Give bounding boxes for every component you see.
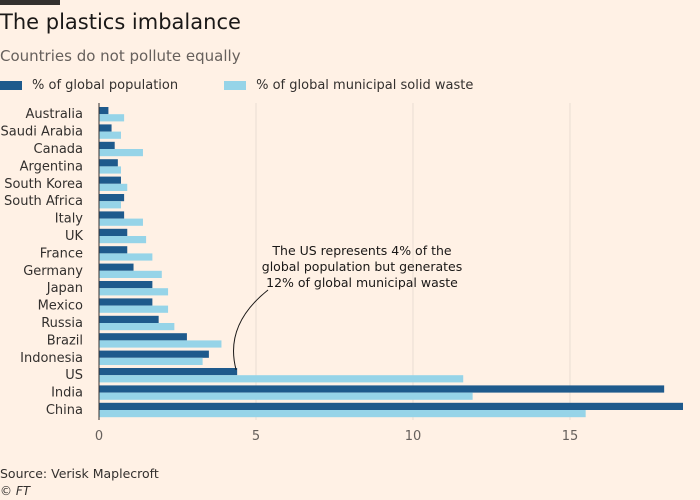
- annotation-text: global population but generates: [262, 259, 462, 274]
- copyright-note: © FT: [0, 484, 31, 498]
- bar-waste: [99, 357, 203, 365]
- category-label: South Korea: [4, 177, 83, 192]
- bar-waste: [99, 410, 586, 418]
- x-tick-label: 5: [252, 429, 260, 444]
- annotation-text: The US represents 4% of the: [271, 243, 451, 258]
- bar-population: [99, 333, 187, 341]
- category-label: Italy: [55, 212, 84, 227]
- bar-waste: [99, 131, 121, 139]
- bar-population: [99, 315, 159, 323]
- bar-chart: 0 5 10 15 Australia Saudi Arabia Canada Argenti…: [1, 103, 683, 444]
- bar-population: [99, 124, 112, 132]
- bar-population: [99, 281, 153, 289]
- bar-waste: [99, 114, 125, 122]
- category-label: Brazil: [47, 333, 83, 348]
- x-tick-label: 0: [95, 429, 103, 444]
- category-label: Canada: [34, 142, 83, 157]
- bar-population: [99, 141, 115, 149]
- category-label: Indonesia: [20, 351, 83, 366]
- category-label: Australia: [25, 107, 83, 122]
- category-label: South Africa: [4, 194, 83, 209]
- x-tick-label: 15: [562, 429, 579, 444]
- bar-population: [99, 385, 665, 393]
- category-label: Russia: [41, 316, 83, 331]
- bar-waste: [99, 201, 121, 209]
- bar-population: [99, 211, 125, 219]
- legend-item-waste: % of global municipal solid waste: [224, 78, 473, 93]
- bar-waste: [99, 375, 464, 383]
- bar-population: [99, 159, 118, 167]
- bar-waste: [99, 392, 473, 400]
- legend-swatch-population: [0, 81, 22, 90]
- bar-waste: [99, 323, 175, 331]
- category-label: Japan: [46, 281, 83, 296]
- category-label: France: [40, 246, 83, 261]
- bar-population: [99, 350, 209, 358]
- chart-title: The plastics imbalance: [0, 10, 241, 34]
- legend-item-population: % of global population: [0, 78, 178, 93]
- bar-population: [99, 263, 134, 271]
- category-label: UK: [65, 229, 84, 244]
- category-label: India: [51, 386, 83, 401]
- legend-swatch-waste: [224, 81, 247, 90]
- legend-label-population: % of global population: [32, 78, 179, 93]
- bar-waste: [99, 149, 143, 157]
- bar-population: [99, 368, 238, 376]
- bar-waste: [99, 288, 169, 296]
- category-label: US: [65, 368, 83, 383]
- category-label: Mexico: [38, 299, 83, 314]
- bar-population: [99, 194, 125, 202]
- bar-population: [99, 228, 128, 236]
- category-label: Saudi Arabia: [1, 125, 84, 140]
- bar-population: [99, 246, 128, 254]
- x-tick-label: 10: [405, 429, 422, 444]
- bar-waste: [99, 253, 153, 261]
- bar-waste: [99, 183, 128, 191]
- category-label: China: [46, 403, 83, 418]
- top-rule: [0, 0, 60, 5]
- bar-waste: [99, 340, 222, 348]
- annotation-text: 12% of global municipal waste: [266, 275, 458, 290]
- category-label: Germany: [23, 264, 83, 279]
- bar-population: [99, 298, 153, 306]
- bar-population: [99, 402, 683, 410]
- bar-population: [99, 107, 109, 115]
- bar-waste: [99, 270, 162, 278]
- bar-waste: [99, 166, 121, 174]
- bar-waste: [99, 218, 143, 226]
- bar-waste: [99, 236, 147, 244]
- chart-subtitle: Countries do not pollute equally: [0, 47, 241, 65]
- source-note: Source: Verisk Maplecroft: [0, 466, 159, 481]
- legend: % of global population % of global munic…: [0, 78, 519, 93]
- bar-waste: [99, 305, 169, 313]
- bar-population: [99, 176, 121, 184]
- legend-label-waste: % of global municipal solid waste: [256, 78, 474, 93]
- annotation-connector: [233, 289, 269, 371]
- category-label: Argentina: [20, 159, 83, 174]
